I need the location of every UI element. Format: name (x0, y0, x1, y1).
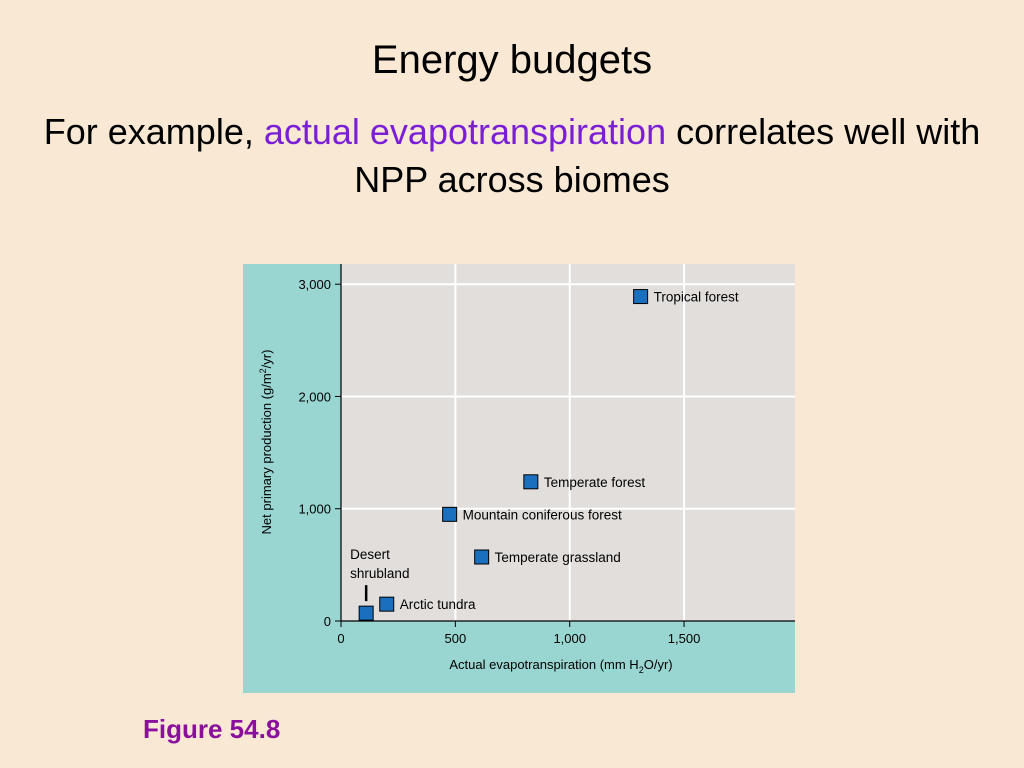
data-points: Tropical forest Temperate forest Mountain … (350, 289, 739, 621)
npp-scatter-chart: 0 500 1,000 1,500 0 1,000 2,000 3,000 Tropical … (243, 264, 795, 693)
subtitle-suffix: correlates well with NPP across biomes (354, 111, 981, 200)
subtitle-prefix: For example, (43, 111, 264, 152)
y-axis-label: Net primary production (g/m2/yr) (258, 350, 274, 535)
data-point-marker (358, 605, 374, 621)
x-tick-label: 1,000 (553, 631, 586, 646)
y-tick-label: 1,000 (298, 502, 331, 517)
y-tick-label: 0 (324, 614, 331, 629)
x-tick-label: 0 (337, 631, 344, 646)
axis-ticks: 0 500 1,000 1,500 0 1,000 2,000 3,000 (298, 277, 700, 646)
data-point-label: shrubland (350, 566, 409, 581)
data-point-label: Mountain coniferous forest (463, 507, 622, 522)
data-point-label: Desert (350, 547, 390, 562)
data-point-marker (633, 289, 649, 305)
data-point-marker (379, 596, 395, 612)
x-tick-label: 500 (445, 631, 467, 646)
gridlines (341, 264, 795, 621)
data-point-marker (523, 474, 539, 490)
slide-title: Energy budgets (371, 38, 653, 82)
y-tick-label: 2,000 (298, 389, 331, 404)
data-point-label: Temperate forest (544, 475, 646, 490)
data-point-label: Tropical forest (654, 290, 739, 305)
data-point-label: Temperate grassland (495, 550, 621, 565)
data-point-label: Arctic tundra (400, 597, 476, 612)
figure-caption: Figure 54.8 (143, 714, 281, 744)
data-point-marker (442, 506, 458, 522)
slide-subtitle: For example, actual evapotranspiration c… (40, 108, 984, 204)
data-point-marker (474, 549, 490, 565)
subtitle-highlight: actual evapotranspiration (263, 111, 667, 152)
y-tick-label: 3,000 (298, 277, 331, 292)
x-axis-label: Actual evapotranspiration (mm H2O/yr) (449, 657, 672, 675)
plot-area (341, 264, 795, 621)
x-tick-label: 1,500 (668, 631, 701, 646)
